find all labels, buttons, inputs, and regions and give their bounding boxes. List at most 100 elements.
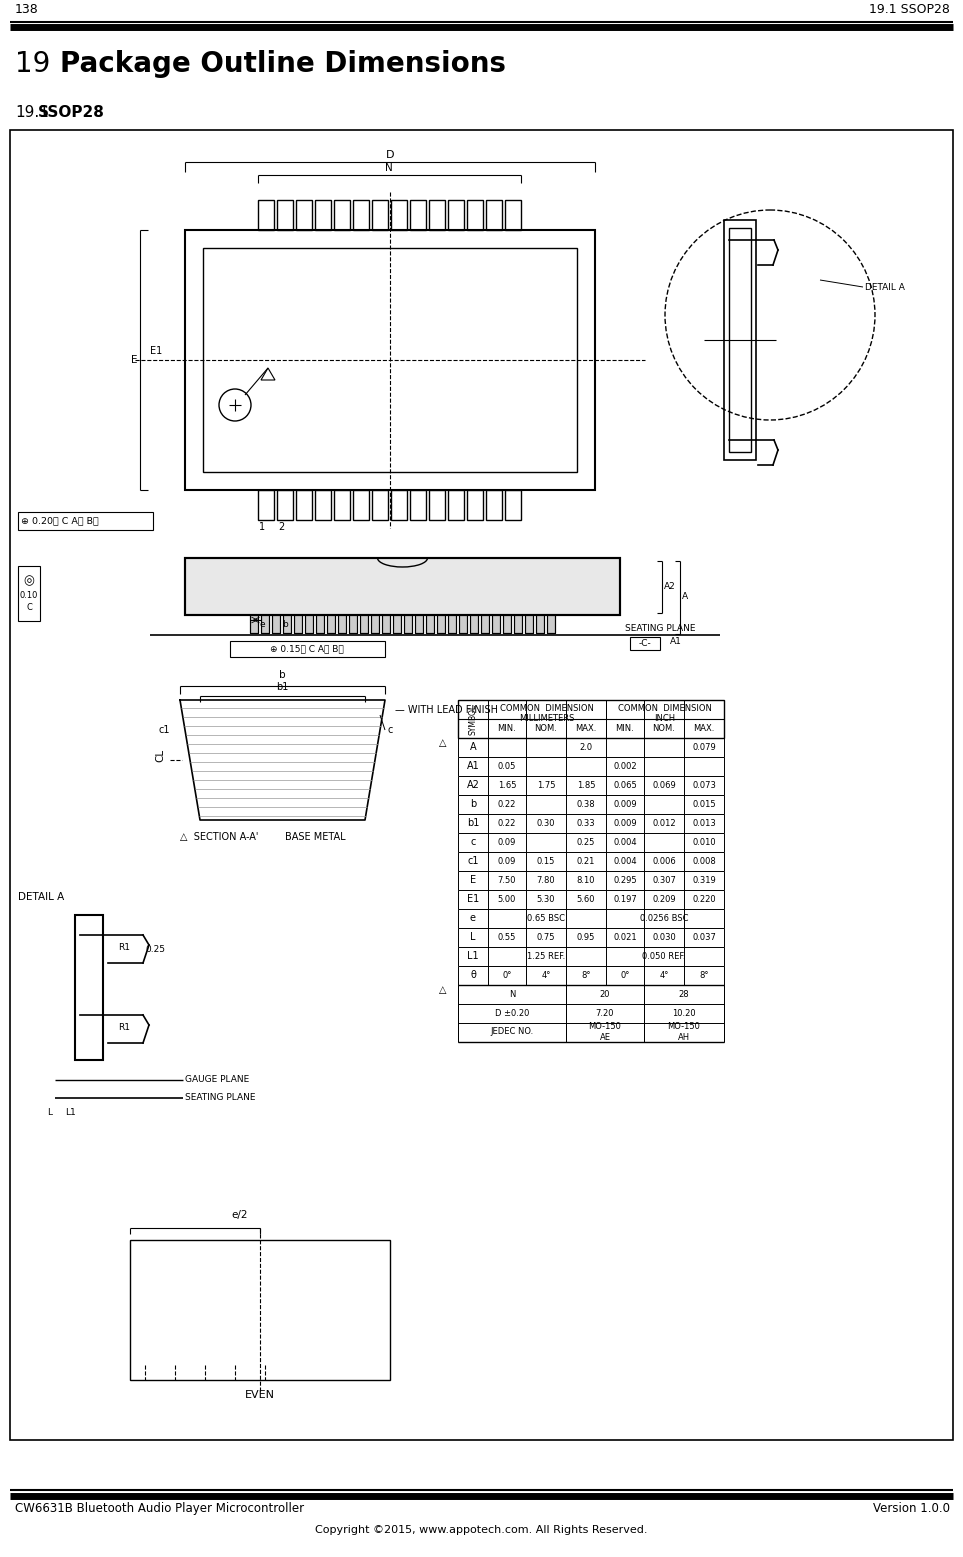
Text: 10.20: 10.20 [672, 1009, 696, 1018]
Bar [372, 490, 388, 520]
Text: e: e [470, 912, 476, 923]
Text: 0.015: 0.015 [692, 799, 716, 808]
Text: 0.21: 0.21 [577, 856, 595, 866]
Text: 7.50: 7.50 [498, 875, 516, 884]
Text: 8°: 8° [699, 970, 709, 979]
Text: 0.25: 0.25 [145, 945, 165, 953]
Text: DETAIL A: DETAIL A [865, 282, 905, 291]
Text: 0.008: 0.008 [692, 856, 716, 866]
Text: A1: A1 [670, 637, 682, 646]
Text: 0.09: 0.09 [498, 856, 516, 866]
Text: 8°: 8° [582, 970, 590, 979]
Text: 19.1: 19.1 [15, 104, 49, 120]
Bar [315, 490, 331, 520]
Bar [327, 615, 335, 634]
Text: c: c [470, 838, 476, 847]
Bar [372, 199, 388, 230]
Text: 0°: 0° [503, 970, 511, 979]
Text: 0.319: 0.319 [692, 875, 716, 884]
Bar [547, 615, 555, 634]
Text: e: e [259, 620, 265, 629]
Bar [130, 1239, 390, 1380]
Text: 0.079: 0.079 [692, 743, 716, 752]
Text: 0.55: 0.55 [498, 933, 516, 942]
Bar [410, 490, 426, 520]
Text: 2.0: 2.0 [580, 743, 592, 752]
Text: 0.0256 BSC: 0.0256 BSC [639, 914, 689, 922]
Bar [503, 615, 511, 634]
Bar [467, 199, 483, 230]
Text: A1: A1 [467, 761, 480, 771]
Text: GAUGE PLANE: GAUGE PLANE [185, 1074, 249, 1084]
Bar [258, 490, 274, 520]
Text: MAX.: MAX. [575, 724, 597, 732]
Bar [75, 916, 103, 1060]
Text: e/2: e/2 [232, 1210, 248, 1221]
Bar [459, 615, 467, 634]
Bar [305, 615, 313, 634]
Bar [426, 615, 434, 634]
Text: MIN.: MIN. [615, 724, 635, 732]
Text: 19: 19 [15, 50, 50, 78]
Text: 0.069: 0.069 [652, 780, 676, 789]
Bar [492, 615, 500, 634]
Text: 0.25: 0.25 [577, 838, 595, 847]
Text: 0.004: 0.004 [613, 838, 637, 847]
Text: NOM.: NOM. [534, 724, 558, 732]
Text: △  SECTION A-A': △ SECTION A-A' [180, 831, 258, 842]
Bar [261, 615, 269, 634]
Bar [729, 227, 751, 452]
Bar [296, 490, 312, 520]
Text: A: A [682, 592, 689, 601]
Bar [547, 615, 555, 634]
Text: 1.85: 1.85 [577, 780, 595, 789]
Text: 0.030: 0.030 [652, 933, 676, 942]
Text: 0.22: 0.22 [498, 819, 516, 827]
Bar [334, 490, 350, 520]
Text: L1: L1 [467, 951, 479, 961]
Text: ⊕ 0.15Ⓜ C AⓈ BⓈ: ⊕ 0.15Ⓜ C AⓈ BⓈ [271, 645, 344, 654]
Text: MO-150
AH: MO-150 AH [667, 1023, 700, 1042]
Bar [250, 615, 258, 634]
Text: A2: A2 [466, 780, 480, 789]
Text: COMMON  DIMENSION: COMMON DIMENSION [500, 704, 594, 713]
Text: c1: c1 [467, 856, 479, 866]
Text: Package Outline Dimensions: Package Outline Dimensions [60, 50, 506, 78]
Text: EVEN: EVEN [245, 1390, 275, 1400]
Bar [459, 615, 467, 634]
Bar [481, 615, 489, 634]
Text: b1: b1 [275, 682, 288, 691]
Bar [536, 615, 544, 634]
Text: C: C [26, 603, 32, 612]
Text: 0.012: 0.012 [652, 819, 676, 827]
Bar [10, 129, 953, 1440]
Text: MO-150
AE: MO-150 AE [588, 1023, 621, 1042]
Text: E: E [131, 355, 137, 364]
Bar [230, 641, 385, 657]
Text: 20: 20 [600, 990, 611, 998]
Text: 0.021: 0.021 [613, 933, 637, 942]
Text: DETAIL A: DETAIL A [18, 892, 65, 902]
Text: 0.95: 0.95 [577, 933, 595, 942]
Bar [630, 637, 660, 649]
Text: 0.209: 0.209 [652, 895, 676, 903]
Text: 5.60: 5.60 [577, 895, 595, 903]
Bar [393, 615, 401, 634]
Text: △: △ [439, 986, 447, 995]
Text: 0.050 REF.: 0.050 REF. [642, 951, 686, 961]
Bar [18, 512, 153, 529]
Text: BASE METAL: BASE METAL [285, 831, 346, 842]
Bar [327, 615, 335, 634]
Bar [486, 199, 502, 230]
Text: 0.30: 0.30 [536, 819, 556, 827]
Bar [338, 615, 346, 634]
Text: NOM.: NOM. [653, 724, 675, 732]
Text: 0.15: 0.15 [536, 856, 556, 866]
Text: INCH: INCH [655, 715, 676, 722]
Bar [470, 615, 478, 634]
Bar [448, 199, 464, 230]
Text: θ: θ [470, 970, 476, 979]
Text: -C-: -C- [638, 638, 651, 648]
Text: R1: R1 [118, 1023, 130, 1032]
Bar [185, 557, 620, 615]
